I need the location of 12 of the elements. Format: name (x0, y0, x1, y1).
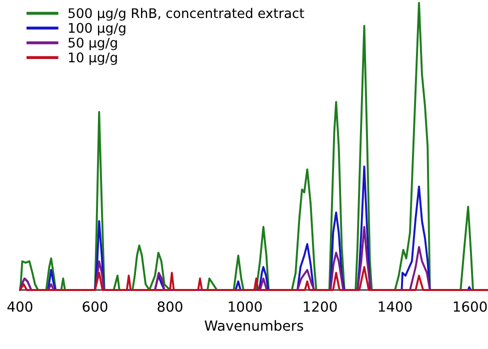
legend-label: 50 µg/g (68, 38, 117, 50)
x-tick-label: 1000 (228, 301, 262, 312)
x-tick-label: 600 (82, 301, 108, 312)
x-tick-label: 1200 (304, 301, 337, 312)
x-tick-label: 400 (7, 301, 32, 312)
legend-label: 10 µg/g (68, 52, 117, 65)
x-tick-label: 800 (158, 301, 182, 312)
legend-label: 500 µg/g RhB, concentrated extract (68, 8, 304, 21)
x-tick-label: 1600 (454, 301, 487, 312)
x-tick-label: 1400 (378, 301, 412, 312)
legend-label: 100 µg/g (68, 22, 126, 36)
x-axis-title: Wavenumbers (204, 320, 304, 331)
